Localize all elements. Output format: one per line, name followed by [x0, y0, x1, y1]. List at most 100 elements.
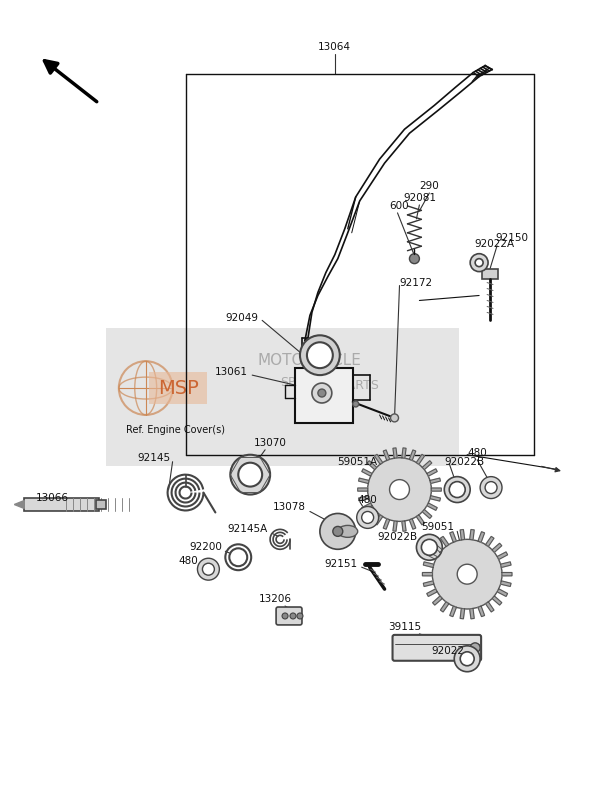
Circle shape [470, 643, 480, 653]
Polygon shape [367, 461, 377, 470]
Circle shape [460, 652, 474, 666]
Polygon shape [441, 602, 449, 612]
Polygon shape [450, 532, 456, 543]
Text: 13070: 13070 [254, 438, 287, 447]
Polygon shape [416, 515, 425, 525]
Text: MOTORCYCLE: MOTORCYCLE [258, 352, 362, 368]
Polygon shape [423, 562, 434, 567]
Polygon shape [450, 606, 456, 617]
FancyBboxPatch shape [276, 607, 302, 625]
Circle shape [282, 613, 288, 619]
Ellipse shape [338, 526, 358, 538]
Polygon shape [485, 602, 494, 612]
Polygon shape [492, 596, 502, 605]
FancyBboxPatch shape [482, 268, 498, 279]
Circle shape [300, 336, 340, 375]
Circle shape [312, 383, 332, 403]
Polygon shape [478, 532, 485, 543]
Text: 13064: 13064 [318, 42, 351, 52]
Circle shape [454, 646, 480, 672]
Polygon shape [362, 469, 372, 476]
Polygon shape [441, 536, 449, 547]
Text: SPARE: SPARE [280, 376, 320, 388]
Circle shape [470, 254, 488, 272]
FancyBboxPatch shape [392, 635, 481, 661]
Circle shape [353, 401, 359, 407]
Circle shape [391, 414, 399, 422]
Text: 13206: 13206 [259, 594, 292, 604]
Polygon shape [485, 536, 494, 547]
Polygon shape [393, 448, 397, 458]
Polygon shape [501, 562, 511, 567]
Circle shape [409, 254, 419, 264]
Polygon shape [497, 589, 508, 596]
Polygon shape [430, 478, 441, 483]
Circle shape [197, 559, 219, 580]
Circle shape [432, 539, 502, 609]
Polygon shape [427, 469, 437, 476]
Circle shape [297, 613, 303, 619]
Text: 92172: 92172 [399, 277, 433, 288]
Text: 480: 480 [467, 447, 487, 458]
Circle shape [333, 527, 343, 536]
Circle shape [362, 511, 373, 523]
Text: 39115: 39115 [388, 622, 421, 632]
Polygon shape [362, 503, 372, 511]
Polygon shape [367, 510, 377, 519]
Polygon shape [469, 609, 474, 618]
Circle shape [230, 455, 270, 495]
Polygon shape [423, 581, 434, 586]
FancyBboxPatch shape [148, 372, 207, 404]
Polygon shape [359, 495, 369, 501]
Polygon shape [431, 488, 441, 491]
Polygon shape [497, 552, 508, 559]
Polygon shape [409, 519, 416, 529]
Polygon shape [422, 461, 432, 470]
Polygon shape [492, 543, 502, 552]
Text: MSP: MSP [158, 379, 199, 398]
Circle shape [320, 514, 356, 549]
Circle shape [485, 482, 497, 494]
Text: 13061: 13061 [215, 367, 248, 377]
Text: 92022B: 92022B [444, 457, 484, 467]
Polygon shape [427, 589, 437, 596]
Text: 59051: 59051 [421, 523, 454, 532]
Polygon shape [383, 450, 390, 460]
Text: 92200: 92200 [190, 543, 222, 552]
Text: 92145: 92145 [137, 453, 171, 463]
Circle shape [307, 342, 333, 368]
Polygon shape [393, 521, 397, 531]
FancyBboxPatch shape [295, 368, 353, 423]
Text: 13078: 13078 [273, 503, 306, 512]
Polygon shape [502, 573, 512, 576]
Circle shape [229, 548, 247, 566]
Polygon shape [383, 519, 390, 529]
Polygon shape [358, 488, 368, 491]
Polygon shape [427, 552, 437, 559]
Circle shape [318, 389, 326, 397]
FancyBboxPatch shape [96, 499, 106, 510]
Polygon shape [14, 500, 24, 508]
Text: 92022A: 92022A [474, 239, 514, 248]
Text: 92150: 92150 [495, 233, 528, 243]
Text: PARTS: PARTS [340, 379, 379, 392]
Polygon shape [430, 495, 441, 501]
Polygon shape [416, 455, 425, 464]
Circle shape [239, 463, 262, 487]
Text: 290: 290 [419, 181, 439, 191]
Polygon shape [359, 478, 369, 483]
Polygon shape [469, 530, 474, 540]
Polygon shape [422, 510, 432, 519]
Circle shape [444, 477, 470, 503]
Polygon shape [460, 530, 465, 540]
FancyBboxPatch shape [24, 498, 99, 511]
Text: 92022: 92022 [431, 646, 464, 656]
Text: 480: 480 [358, 495, 378, 504]
Text: Ref. Engine Cover(s): Ref. Engine Cover(s) [126, 425, 225, 435]
Text: 92151: 92151 [325, 559, 358, 569]
Circle shape [421, 539, 437, 555]
Circle shape [449, 482, 465, 498]
Text: 92049: 92049 [225, 313, 258, 324]
Polygon shape [402, 521, 406, 531]
Text: 480: 480 [178, 556, 198, 566]
